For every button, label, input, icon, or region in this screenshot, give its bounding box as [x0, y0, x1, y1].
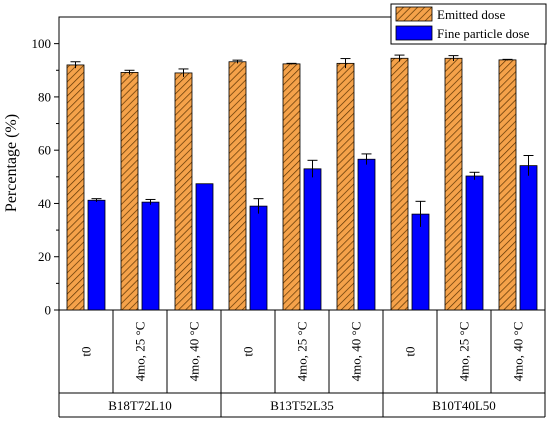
legend-swatch-fine — [395, 25, 433, 41]
y-tick-label: 0 — [45, 303, 52, 318]
condition-label: t0 — [241, 346, 256, 356]
bar-fine — [357, 158, 376, 311]
y-tick-label: 20 — [38, 249, 51, 264]
bar-emitted — [390, 57, 409, 311]
bar-fine — [87, 199, 106, 311]
y-tick-label: 40 — [38, 196, 51, 211]
y-tick-label: 80 — [38, 89, 51, 104]
bar-fine — [519, 165, 538, 311]
condition-label: t0 — [403, 346, 418, 356]
y-tick-label: 100 — [32, 36, 52, 51]
group-label: B18T72L10 — [108, 398, 172, 413]
plot-border — [58, 16, 546, 311]
bar-emitted — [66, 64, 85, 311]
condition-label: 4mo, 40 °C — [511, 322, 526, 382]
y-axis-title: Percentage (%) — [3, 114, 20, 212]
group-label: B13T52L35 — [270, 398, 334, 413]
condition-label: 4mo, 40 °C — [187, 322, 202, 382]
bar-emitted — [228, 61, 247, 311]
legend: Emitted dose Fine particle dose — [390, 3, 547, 45]
bar-fine — [303, 168, 322, 311]
bar-fine — [141, 201, 160, 311]
group-label: B10T40L50 — [432, 398, 496, 413]
bar-emitted — [336, 62, 355, 311]
bar-fine — [249, 205, 268, 311]
bar-emitted — [498, 59, 517, 311]
legend-label-fine: Fine particle dose — [437, 26, 530, 41]
bars — [66, 54, 538, 311]
bar-emitted — [120, 72, 139, 311]
bar-fine — [195, 183, 214, 311]
condition-label: 4mo, 25 °C — [295, 322, 310, 382]
condition-label: 4mo, 25 °C — [133, 322, 148, 382]
bar-fine — [465, 175, 484, 311]
legend-label-emitted: Emitted dose — [437, 7, 505, 22]
condition-label: t0 — [79, 346, 94, 356]
condition-label: 4mo, 25 °C — [457, 322, 472, 382]
bar-emitted — [174, 72, 193, 311]
bar-fine — [411, 213, 430, 311]
legend-swatch-emitted — [395, 6, 433, 22]
plot-area — [58, 16, 546, 311]
bar-emitted — [444, 57, 463, 311]
category-table: t0 4mo, 25 °C 4mo, 40 °C B18T72L10 t0 4mo, 25… — [58, 310, 546, 418]
condition-label: 4mo, 40 °C — [349, 322, 364, 382]
y-axis: 0 20 40 60 80 100 — [32, 36, 59, 318]
y-tick-label: 60 — [38, 143, 51, 158]
bar-emitted — [282, 63, 301, 311]
